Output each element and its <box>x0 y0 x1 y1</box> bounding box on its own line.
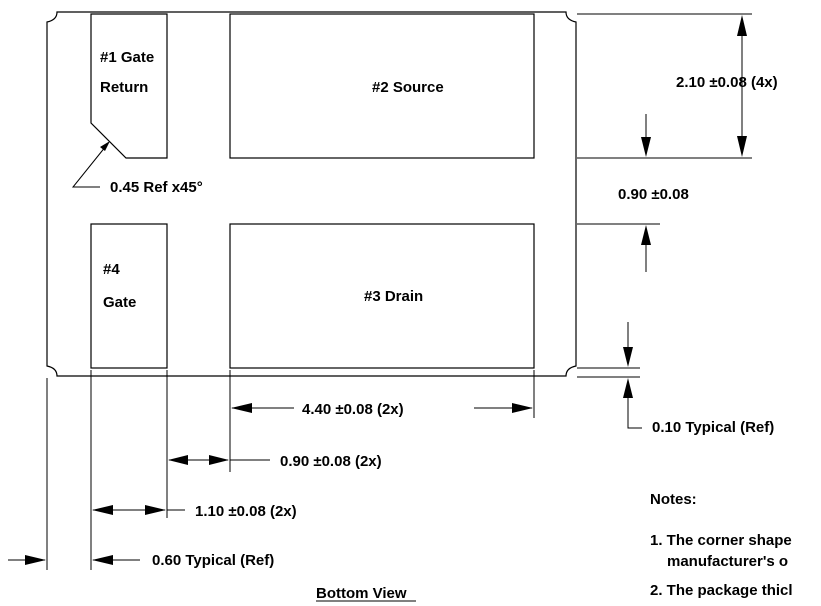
pad-gate-return-label-2: Return <box>100 79 148 96</box>
pad-drain-label: #3 Drain <box>364 288 423 305</box>
pad-gate-return <box>90 13 168 159</box>
dim-0-10-leader <box>627 385 642 429</box>
dim-gap-arrow-bottom <box>641 225 651 245</box>
dim-1-10-arrow-left <box>92 505 113 515</box>
pad-source <box>229 13 535 159</box>
dim-2-10-arrow-bottom <box>737 136 747 157</box>
pad-gate-return-label-1: #1 Gate <box>100 49 154 66</box>
pad-gap-dimension: 0.90 ±0.08 <box>618 186 689 203</box>
pad-drain <box>229 223 535 369</box>
dim-0-60-arrow-left <box>25 555 46 565</box>
package-outline <box>46 11 577 377</box>
dim-0-10-arrow-bottom <box>623 378 633 398</box>
note-1-line-1: 1. The corner shape <box>650 532 792 549</box>
dim-0-90-arrow-left <box>168 455 188 465</box>
dim-0-60-arrow-right <box>92 555 113 565</box>
chamfer-leader <box>71 145 107 188</box>
view-title: Bottom View <box>316 585 407 602</box>
dim-gap-arrow-top <box>641 137 651 157</box>
pad-height-dimension: 2.10 ±0.08 (4x) <box>676 74 778 91</box>
chamfer-arrowhead <box>100 141 110 151</box>
small-pad-width-dimension: 1.10 ±0.08 (2x) <box>195 503 297 520</box>
dim-4-40-arrow-left <box>231 403 252 413</box>
pad-spacing-dimension: 0.90 ±0.08 (2x) <box>280 453 382 470</box>
dim-0-90-arrow-right <box>209 455 229 465</box>
note-1-line-2: manufacturer's o <box>667 553 788 570</box>
notes-heading: Notes: <box>650 491 697 508</box>
pad-gate-label-1: #4 <box>103 261 120 278</box>
dim-2-10-arrow-top <box>737 15 747 36</box>
pad-gate-label-2: Gate <box>103 294 136 311</box>
dim-0-10-arrow-top <box>623 347 633 367</box>
pad-source-label: #2 Source <box>372 79 444 96</box>
dim-4-40-arrow-right <box>512 403 533 413</box>
large-pad-width-dimension: 4.40 ±0.08 (2x) <box>302 401 404 418</box>
chamfer-dimension: 0.45 Ref x45° <box>110 179 203 196</box>
edge-offset-dimension: 0.10 Typical (Ref) <box>652 419 774 436</box>
dim-1-10-arrow-right <box>145 505 166 515</box>
outline-offset-dimension: 0.60 Typical (Ref) <box>152 552 274 569</box>
pad-gate <box>90 223 168 369</box>
note-2: 2. The package thicl <box>650 582 793 599</box>
